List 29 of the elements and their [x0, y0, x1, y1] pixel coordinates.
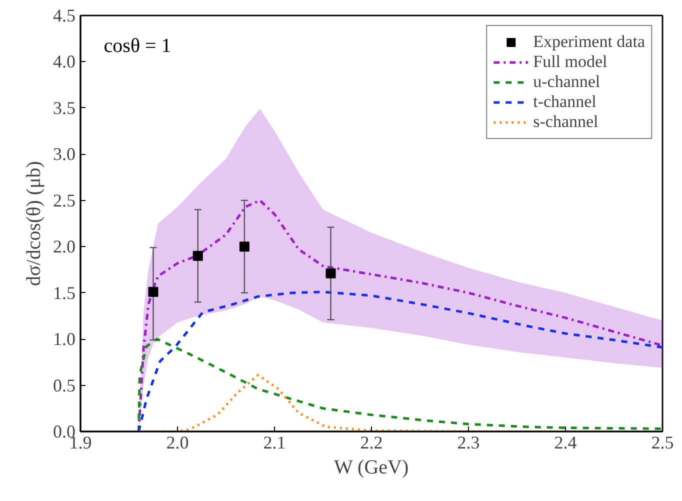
x-tick-label: 2.0 [166, 432, 189, 452]
legend-label: s-channel [533, 112, 598, 132]
y-tick-label: 4.5 [53, 6, 76, 26]
point [326, 268, 336, 278]
y-tick-label: 3.5 [53, 98, 76, 118]
x-tick-label: 2.5 [651, 432, 674, 452]
y-tick-label: 2.5 [53, 190, 76, 210]
x-tick-label: 2.4 [554, 432, 577, 452]
x-tick-label: 2.1 [263, 432, 286, 452]
legend-label: t-channel [533, 92, 596, 112]
legend-label: Full model [533, 52, 608, 72]
y-tick-label: 2.0 [53, 236, 76, 257]
y-tick-label: 1.5 [53, 282, 76, 303]
y-tick-label: 3.0 [53, 144, 76, 164]
y-tick-label: 4.0 [53, 52, 76, 72]
y-tick-label: 0.5 [53, 375, 76, 396]
point [148, 286, 158, 297]
y-tick-label: 1.0 [53, 329, 76, 350]
line-series [137, 338, 662, 432]
legend-label: Experiment data [533, 32, 645, 52]
x-tick-label: 2.3 [457, 432, 480, 452]
legend-label: u-channel [533, 72, 600, 92]
point [239, 242, 250, 252]
y-axis-title: dσ/dcos(θ) (μb) [23, 161, 45, 286]
x-axis-title: W (GeV) [334, 456, 409, 478]
point [192, 250, 203, 261]
x-tick-label: 2.2 [360, 432, 383, 452]
annotation: cosθ = 1 [104, 35, 172, 58]
line-series [137, 290, 662, 432]
